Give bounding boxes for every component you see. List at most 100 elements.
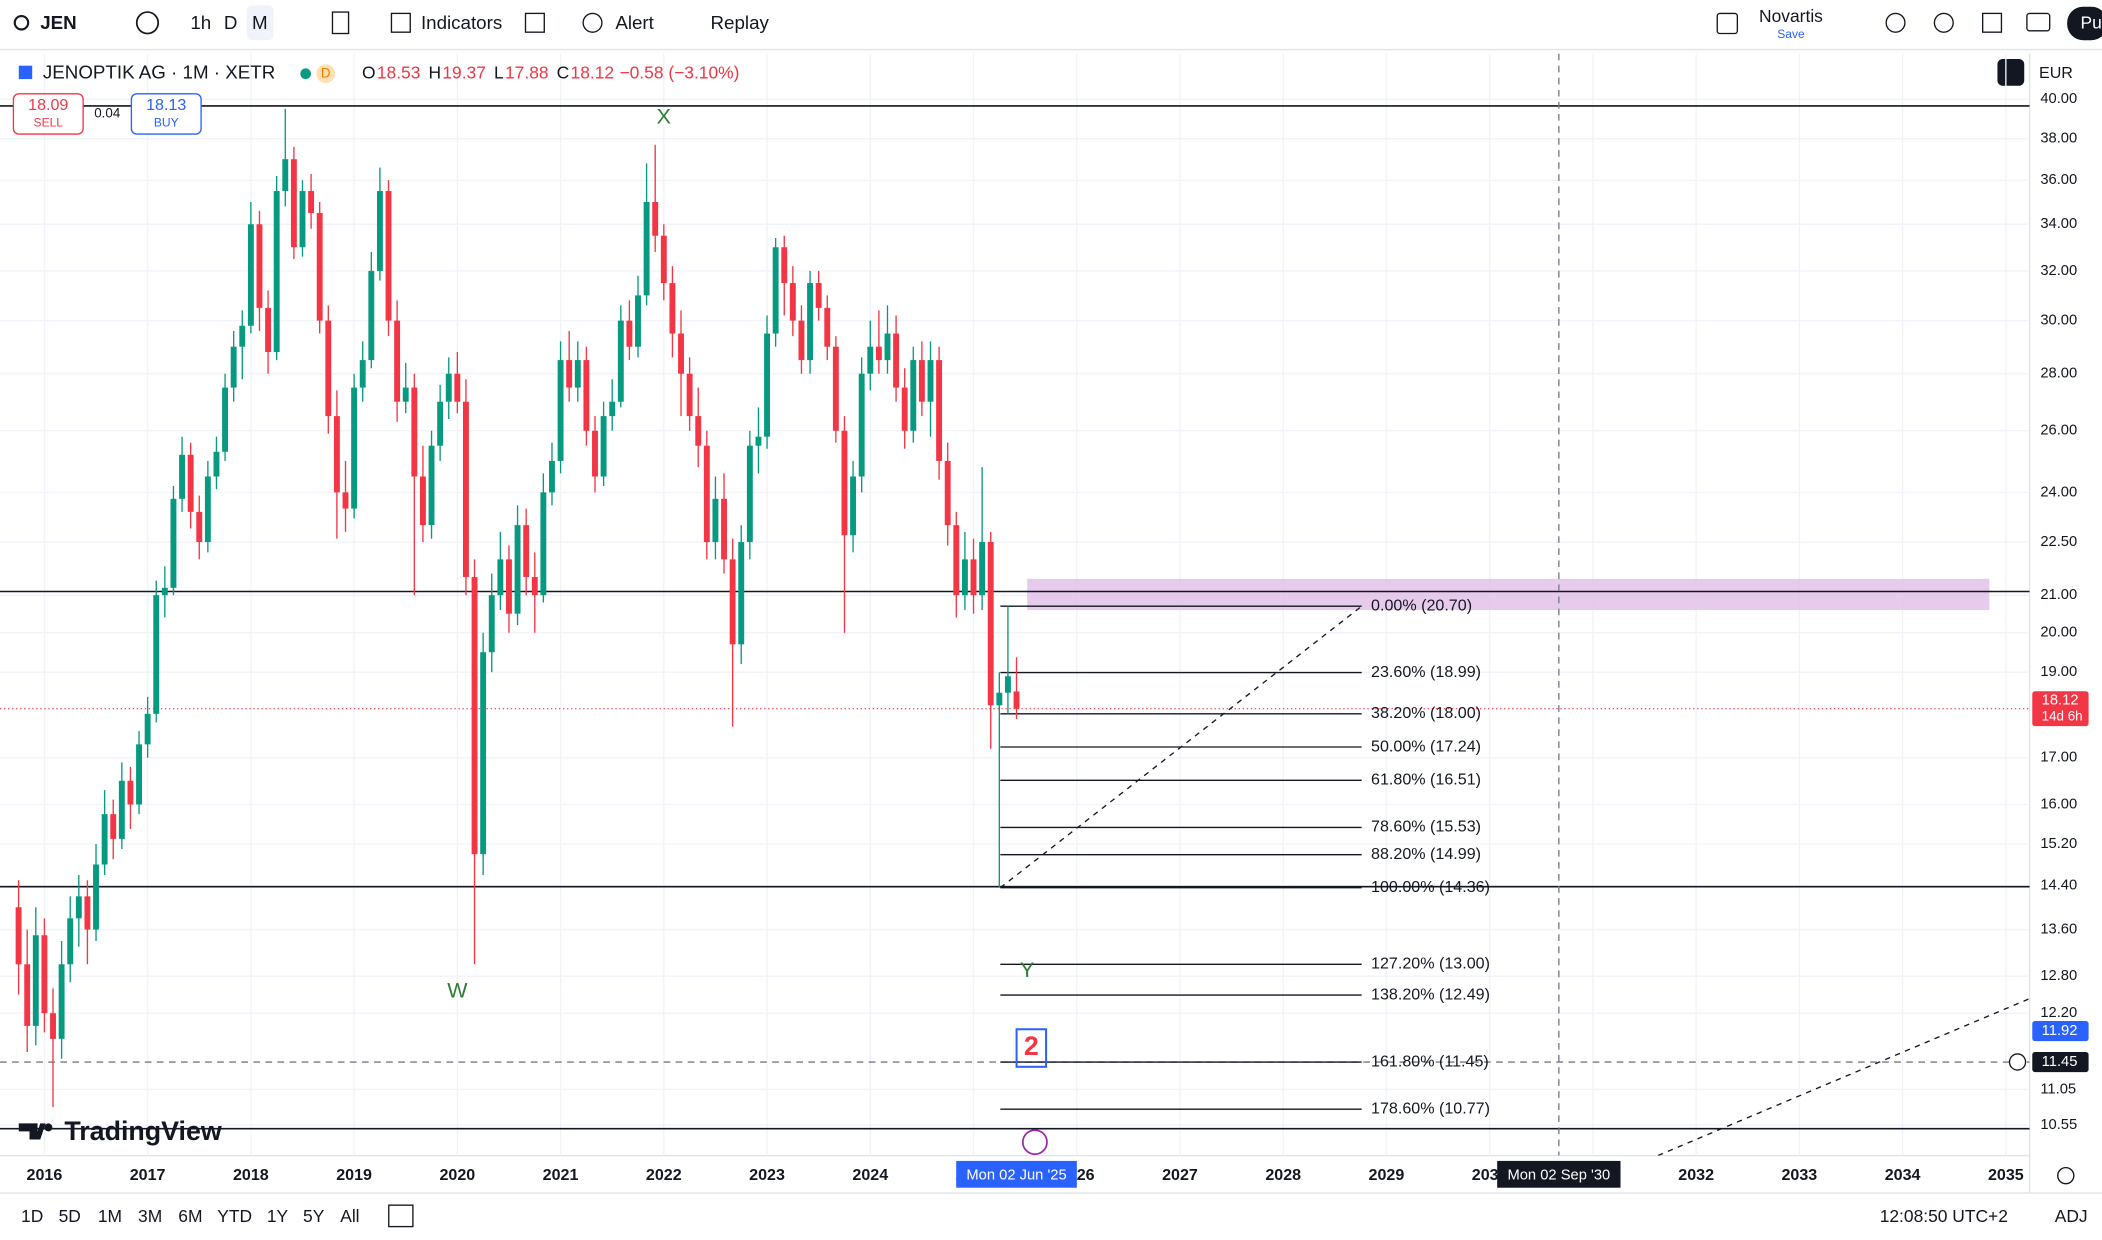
x-tick-label: 2018 xyxy=(233,1166,269,1184)
candle-body xyxy=(118,780,125,839)
crosshair-date-bg xyxy=(1497,1160,1621,1188)
fullscreen-icon[interactable] xyxy=(1982,12,2003,33)
candle-body xyxy=(187,454,194,512)
quick-search-icon[interactable] xyxy=(1885,12,1906,33)
last-price-label: 18.12 xyxy=(2042,693,2079,709)
interval[interactable]: M xyxy=(252,12,268,33)
layout-name[interactable]: Novartis xyxy=(1759,6,1823,26)
candle-body xyxy=(58,964,65,1039)
symbol[interactable]: JEN xyxy=(40,12,76,33)
y-tick-label: 12.80 xyxy=(2040,968,2077,984)
add-symbol-icon[interactable] xyxy=(135,11,160,35)
range-button[interactable]: YTD xyxy=(217,1206,252,1226)
ohlc-label: L xyxy=(494,62,504,82)
buy-label: BUY xyxy=(154,116,179,130)
candle-body xyxy=(927,360,934,402)
y-tick-label: 12.20 xyxy=(2040,1005,2077,1021)
candle-body xyxy=(265,307,272,353)
candle-body xyxy=(703,445,710,543)
ohlc-value: 18.53 xyxy=(377,62,421,82)
publish-label[interactable]: Pu xyxy=(2081,13,2102,33)
range-button[interactable]: 1M xyxy=(98,1206,122,1226)
crosshair-plus[interactable] xyxy=(2008,1053,2027,1071)
candle-body xyxy=(333,416,340,493)
candle-body xyxy=(170,498,177,588)
search-icon[interactable] xyxy=(13,15,30,31)
replay-button[interactable]: Replay xyxy=(711,12,770,33)
interval[interactable]: D xyxy=(224,12,238,33)
sync-button[interactable] xyxy=(1997,58,2025,86)
y-tick-label: 26.00 xyxy=(2040,423,2077,439)
range-button[interactable]: 3M xyxy=(138,1206,162,1226)
templates-icon[interactable] xyxy=(524,12,545,33)
candle-body xyxy=(772,247,779,334)
snapshot-icon[interactable] xyxy=(2026,12,2051,32)
currency[interactable]: EUR xyxy=(2039,64,2073,82)
candle-body xyxy=(50,1013,56,1039)
x-tick-label: 2024 xyxy=(852,1166,888,1184)
candle-body xyxy=(514,525,521,614)
interval[interactable]: 1h xyxy=(190,12,211,33)
candle-body xyxy=(996,692,1003,706)
candle-body xyxy=(781,247,788,284)
candle-body xyxy=(359,360,366,388)
price-marker-label: 11.45 xyxy=(2042,1054,2078,1070)
candle-body xyxy=(755,436,762,446)
candle-body xyxy=(729,559,736,645)
candle-body xyxy=(901,387,908,431)
indicators-button[interactable]: Indicators xyxy=(421,12,502,33)
candle-body xyxy=(531,577,538,596)
x-tick-label: 2027 xyxy=(1162,1166,1198,1184)
candle-body xyxy=(824,307,831,347)
candle-body xyxy=(247,224,254,326)
candle-body xyxy=(979,542,986,596)
adj-button[interactable]: ADJ xyxy=(2055,1206,2088,1226)
indicators-icon[interactable] xyxy=(390,12,411,33)
candle-body xyxy=(273,191,280,353)
candle-body xyxy=(204,476,211,543)
settings-icon[interactable] xyxy=(1933,12,1954,33)
range-button[interactable]: 5Y xyxy=(303,1206,325,1226)
candle-body xyxy=(316,213,323,321)
chart-type-icon[interactable] xyxy=(331,11,350,35)
range-button[interactable]: 1D xyxy=(21,1206,43,1226)
interval-active-bg xyxy=(246,5,274,41)
y-tick-label: 11.05 xyxy=(2040,1081,2076,1097)
x-tick-label: 2034 xyxy=(1885,1166,1921,1184)
range-button[interactable]: 1Y xyxy=(267,1206,289,1226)
candle-body xyxy=(402,387,409,402)
fib-label: 61.80% (16.51) xyxy=(1371,771,1481,789)
buy-button[interactable] xyxy=(130,93,202,135)
alert-button[interactable]: Alert xyxy=(615,12,654,33)
fib-label: 178.60% (10.77) xyxy=(1371,1099,1490,1117)
y-tick-label: 16.00 xyxy=(2040,796,2077,812)
candle-body xyxy=(471,577,478,855)
x-tick-label: 2035 xyxy=(1988,1166,2024,1184)
range-button[interactable]: 5D xyxy=(59,1206,81,1226)
logo-mark xyxy=(18,1123,53,1140)
publish-button[interactable] xyxy=(2067,6,2102,41)
date-range-icon[interactable] xyxy=(388,1204,414,1228)
fib-label: 38.20% (18.00) xyxy=(1371,704,1481,722)
ohlc-value: 18.12 xyxy=(571,62,615,82)
candle-body xyxy=(953,525,960,596)
sell-button[interactable] xyxy=(12,93,84,135)
candle-body xyxy=(179,454,186,499)
axis-settings-icon[interactable] xyxy=(2057,1166,2075,1185)
candle-body xyxy=(626,320,633,347)
countdown-label: 14d 6h xyxy=(2042,708,2083,723)
layout-icon[interactable] xyxy=(1716,12,1739,35)
candle-body xyxy=(652,201,659,236)
fib-label: 161.80% (11.45) xyxy=(1371,1052,1489,1070)
price-marker-bg xyxy=(2032,1051,2089,1073)
candle-body xyxy=(1013,691,1020,709)
candle-body xyxy=(497,559,504,596)
range-button[interactable]: All xyxy=(340,1206,359,1226)
candle-body xyxy=(987,542,994,706)
candle-body xyxy=(101,814,108,865)
y-tick-label: 21.00 xyxy=(2040,587,2077,603)
candle-body xyxy=(75,896,82,919)
alert-icon[interactable] xyxy=(582,12,603,33)
range-button[interactable]: 6M xyxy=(178,1206,202,1226)
candle-body xyxy=(368,270,375,361)
